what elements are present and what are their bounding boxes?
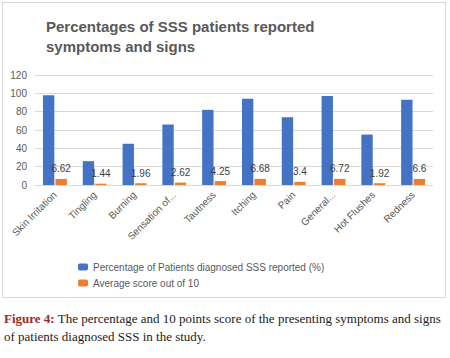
- svg-text:Hot Flushes: Hot Flushes: [332, 189, 377, 234]
- svg-text:Redness: Redness: [381, 189, 417, 225]
- svg-text:80: 80: [16, 106, 28, 117]
- svg-text:20: 20: [16, 161, 28, 172]
- svg-text:1.96: 1.96: [131, 168, 151, 179]
- svg-text:6.6: 6.6: [412, 163, 426, 174]
- html-text:Figure 4: The percentage and 1: Figure 4: The percentage and 10 points s…: [4, 311, 441, 344]
- svg-text:Itching: Itching: [229, 189, 258, 218]
- svg-text:Average score out of 10: Average score out of 10: [93, 278, 199, 289]
- svg-text:120: 120: [10, 70, 27, 81]
- svg-text:6.68: 6.68: [250, 163, 270, 174]
- svg-text:Burning: Burning: [106, 189, 138, 221]
- svg-text:Tingling: Tingling: [66, 189, 98, 221]
- svg-text:1.92: 1.92: [370, 168, 390, 179]
- svg-text:Sensation of...: Sensation of...: [125, 189, 178, 242]
- svg-text:1.44: 1.44: [91, 168, 111, 179]
- svg-text:symptoms and signs: symptoms and signs: [46, 38, 195, 55]
- svg-text:60: 60: [16, 125, 28, 136]
- svg-text:Tautness: Tautness: [182, 189, 218, 225]
- svg-text:2.62: 2.62: [171, 167, 191, 178]
- svg-text:6.72: 6.72: [330, 163, 350, 174]
- svg-text:Pain: Pain: [276, 189, 298, 211]
- svg-text:General...: General...: [299, 189, 338, 228]
- svg-text:6.62: 6.62: [51, 163, 71, 174]
- svg-text:3.4: 3.4: [293, 166, 307, 177]
- svg-text:4.25: 4.25: [211, 166, 231, 177]
- svg-text:40: 40: [16, 143, 28, 154]
- svg-text:Percentages of SSS patients re: Percentages of SSS patients reported: [46, 18, 319, 35]
- svg-text:Percentage of Patients diagnos: Percentage of Patients diagnosed SSS rep…: [93, 262, 324, 273]
- svg-text:0: 0: [21, 180, 27, 191]
- svg-text:100: 100: [10, 88, 27, 99]
- svg-text:Skin Irritation: Skin Irritation: [10, 189, 59, 238]
